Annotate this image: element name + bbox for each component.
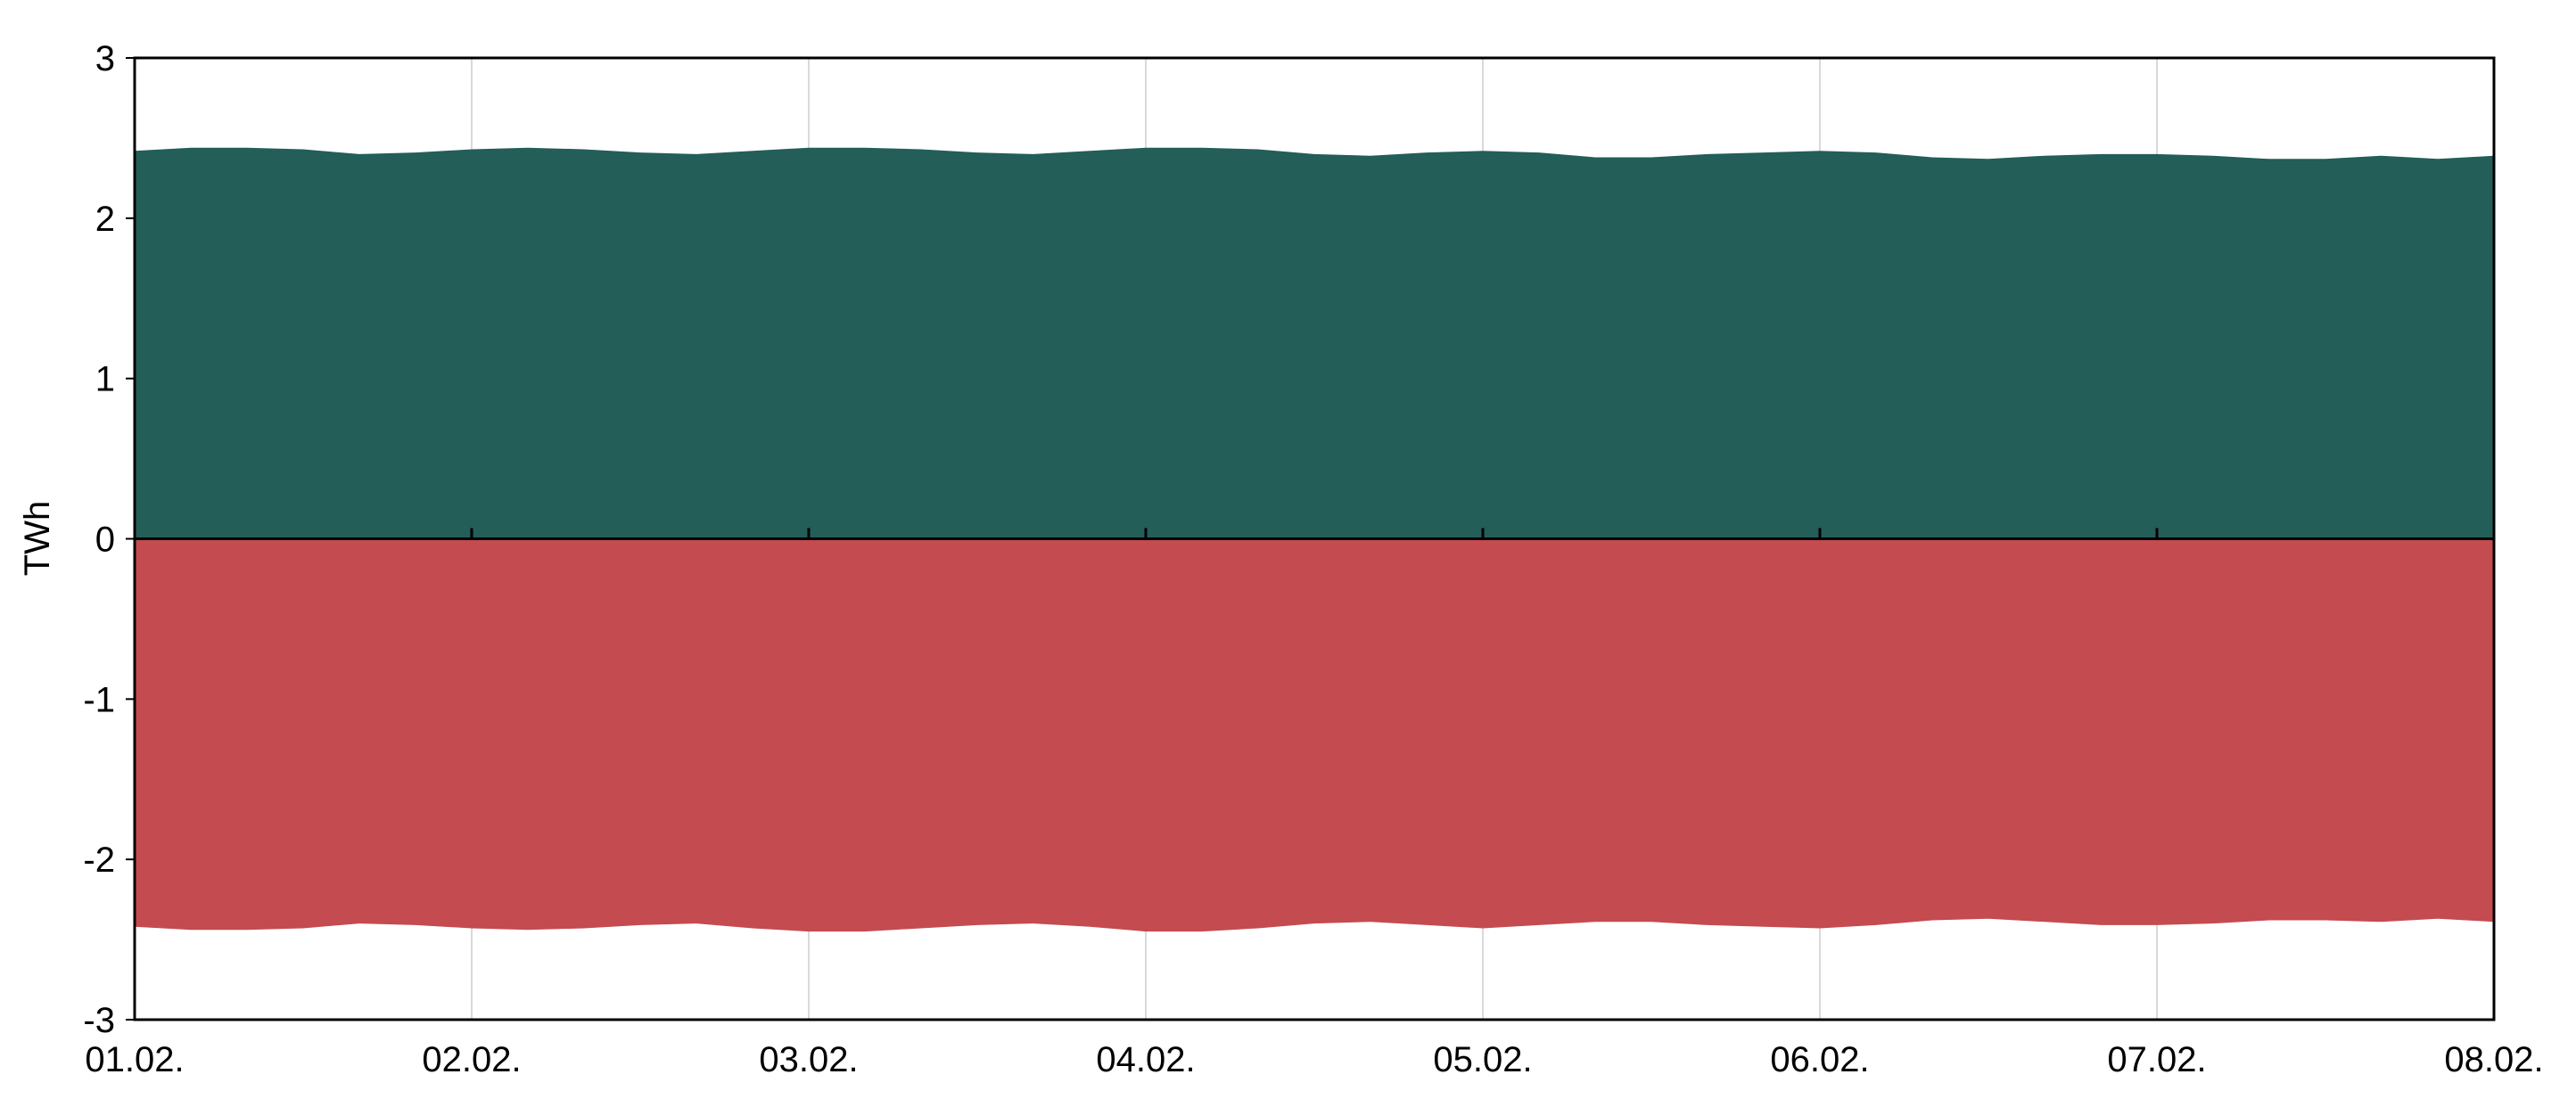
y-axis-title: TWh <box>18 501 57 576</box>
x-tick-label: 08.02. <box>2444 1040 2543 1079</box>
x-tick-label: 06.02. <box>1770 1040 1869 1079</box>
y-tick-label: 2 <box>95 200 115 239</box>
y-tick-label: -3 <box>83 1001 115 1040</box>
x-tick-label: 01.02. <box>85 1040 184 1079</box>
x-tick-label: 03.02. <box>759 1040 858 1079</box>
plot-frame <box>133 56 2496 1021</box>
area <box>135 538 2494 932</box>
y-tick-label: 3 <box>95 39 115 78</box>
x-tick-label: 04.02. <box>1096 1040 1195 1079</box>
y-tick-label: -2 <box>83 841 115 880</box>
y-tick-label: -1 <box>83 680 115 719</box>
y-tick-label: 0 <box>95 521 115 560</box>
area <box>135 147 2494 539</box>
y-tick-label: 1 <box>95 360 115 399</box>
x-tick-label: 05.02. <box>1433 1040 1532 1079</box>
x-tick-label: 07.02. <box>2107 1040 2206 1079</box>
x-tick-label: 02.02. <box>422 1040 521 1079</box>
